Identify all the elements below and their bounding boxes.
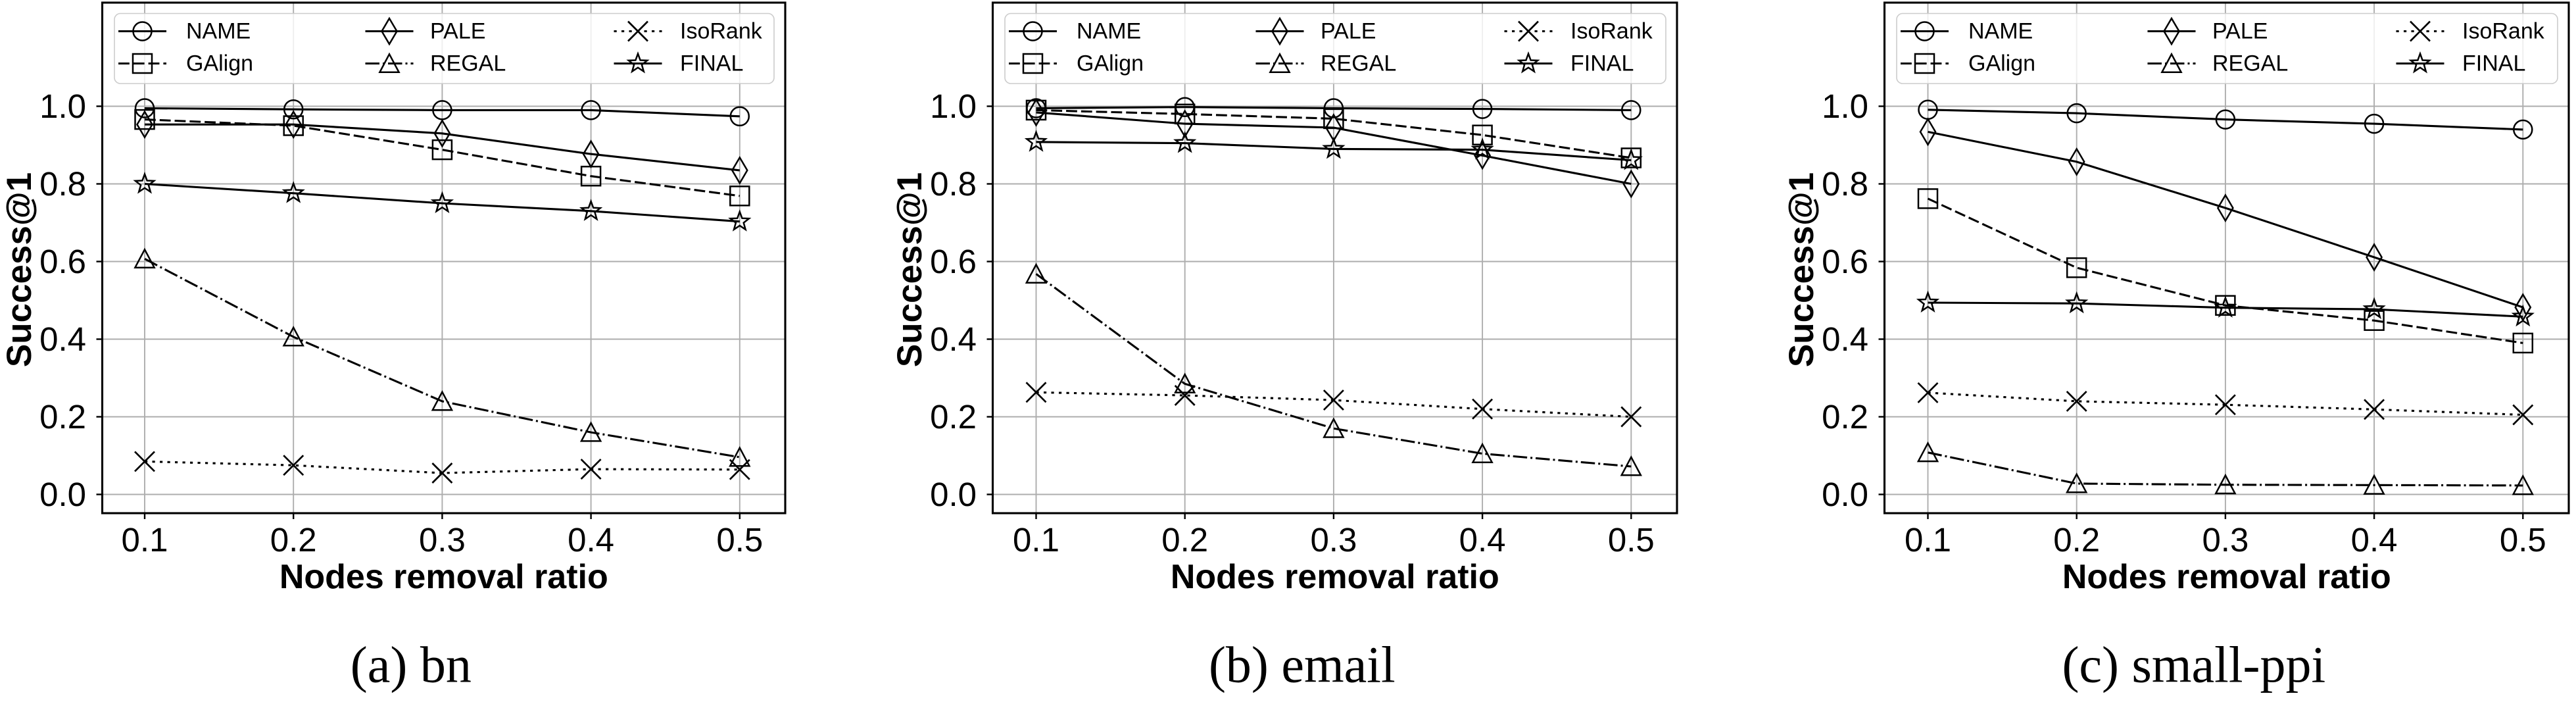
svg-text:0.3: 0.3 — [1310, 521, 1357, 559]
svg-text:0.6: 0.6 — [1822, 243, 1868, 280]
svg-text:PALE: PALE — [1321, 19, 1376, 44]
svg-text:0.8: 0.8 — [39, 165, 86, 203]
svg-text:0.3: 0.3 — [419, 521, 466, 559]
svg-text:Nodes removal ratio: Nodes removal ratio — [2062, 558, 2391, 596]
svg-text:NAME: NAME — [1968, 19, 2033, 44]
svg-text:NAME: NAME — [186, 19, 251, 44]
svg-text:0.5: 0.5 — [716, 521, 763, 559]
svg-text:IsoRank: IsoRank — [680, 19, 763, 44]
svg-text:REGAL: REGAL — [430, 51, 506, 76]
svg-text:0.2: 0.2 — [39, 398, 86, 436]
svg-text:FINAL: FINAL — [1570, 51, 1634, 76]
svg-text:(b) email: (b) email — [1209, 636, 1396, 693]
svg-text:0.4: 0.4 — [930, 320, 977, 358]
svg-text:FINAL: FINAL — [680, 51, 743, 76]
svg-text:0.5: 0.5 — [1608, 521, 1655, 559]
svg-text:Nodes removal ratio: Nodes removal ratio — [279, 558, 608, 596]
svg-text:GAlign: GAlign — [1968, 51, 2035, 76]
svg-text:REGAL: REGAL — [2212, 51, 2288, 76]
svg-text:(a) bn: (a) bn — [351, 636, 472, 693]
svg-text:1.0: 1.0 — [930, 88, 977, 125]
svg-text:1.0: 1.0 — [39, 88, 86, 125]
svg-text:0.4: 0.4 — [1822, 320, 1868, 358]
svg-text:0.2: 0.2 — [1161, 521, 1208, 559]
svg-text:0.0: 0.0 — [1822, 476, 1868, 513]
svg-text:Success@1: Success@1 — [0, 172, 39, 367]
svg-text:Nodes removal ratio: Nodes removal ratio — [1171, 558, 1499, 596]
svg-text:0.2: 0.2 — [1822, 398, 1868, 436]
svg-text:(c) small-ppi: (c) small-ppi — [2062, 636, 2325, 693]
svg-text:FINAL: FINAL — [2462, 51, 2525, 76]
svg-text:Success@1: Success@1 — [1782, 172, 1821, 367]
svg-text:0.1: 0.1 — [1013, 521, 1059, 559]
svg-text:0.8: 0.8 — [930, 165, 977, 203]
svg-text:GAlign: GAlign — [186, 51, 253, 76]
svg-text:GAlign: GAlign — [1077, 51, 1144, 76]
svg-text:0.4: 0.4 — [1459, 521, 1506, 559]
svg-text:0.0: 0.0 — [930, 476, 977, 513]
svg-text:0.8: 0.8 — [1822, 165, 1868, 203]
svg-text:0.3: 0.3 — [2202, 521, 2248, 559]
svg-text:IsoRank: IsoRank — [2462, 19, 2545, 44]
svg-text:0.1: 0.1 — [1905, 521, 1951, 559]
svg-text:REGAL: REGAL — [1321, 51, 1396, 76]
svg-text:0.0: 0.0 — [39, 476, 86, 513]
svg-text:0.4: 0.4 — [2351, 521, 2398, 559]
svg-text:Success@1: Success@1 — [890, 172, 929, 367]
svg-text:0.4: 0.4 — [39, 320, 86, 358]
svg-text:0.2: 0.2 — [2053, 521, 2100, 559]
svg-text:PALE: PALE — [430, 19, 485, 44]
svg-text:0.6: 0.6 — [930, 243, 977, 280]
svg-text:NAME: NAME — [1077, 19, 1141, 44]
svg-text:0.2: 0.2 — [930, 398, 977, 436]
svg-text:0.6: 0.6 — [39, 243, 86, 280]
svg-text:1.0: 1.0 — [1822, 88, 1868, 125]
svg-text:0.2: 0.2 — [270, 521, 317, 559]
svg-text:0.1: 0.1 — [122, 521, 168, 559]
svg-text:IsoRank: IsoRank — [1570, 19, 1653, 44]
svg-text:0.5: 0.5 — [2500, 521, 2546, 559]
svg-text:PALE: PALE — [2212, 19, 2268, 44]
svg-text:0.4: 0.4 — [568, 521, 614, 559]
